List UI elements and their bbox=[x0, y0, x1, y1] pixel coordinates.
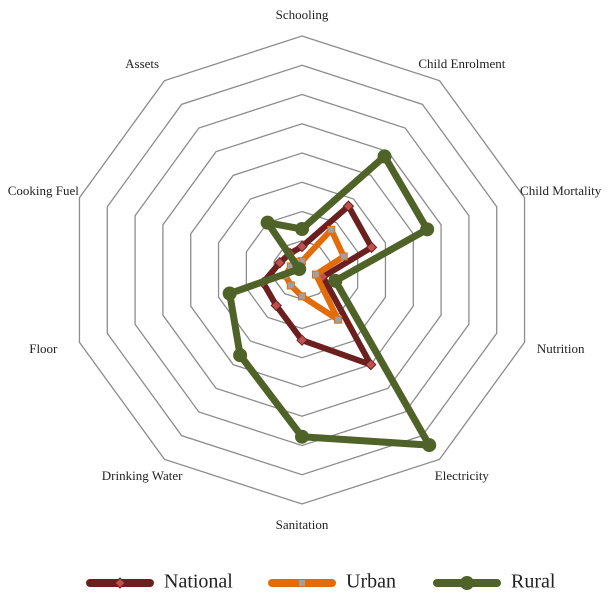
grid-ring bbox=[78, 35, 526, 505]
axis-label: Child Enrolment bbox=[418, 55, 506, 71]
axis-label: Drinking Water bbox=[101, 468, 183, 484]
marker bbox=[339, 252, 348, 261]
marker bbox=[296, 334, 308, 346]
marker bbox=[422, 438, 437, 453]
marker bbox=[286, 281, 295, 290]
axis-label: Sanitation bbox=[275, 517, 329, 532]
marker bbox=[328, 273, 343, 288]
marker bbox=[233, 348, 248, 363]
marker bbox=[327, 225, 336, 234]
axis-label: Nutrition bbox=[536, 340, 585, 356]
grid-ring bbox=[106, 64, 498, 476]
axis-label: Child Mortality bbox=[520, 183, 602, 199]
axis-label: Electricity bbox=[434, 468, 489, 484]
marker bbox=[420, 222, 435, 237]
grid-ring bbox=[217, 181, 387, 359]
marker bbox=[298, 292, 306, 301]
marker bbox=[460, 576, 474, 590]
marker bbox=[365, 241, 378, 254]
marker bbox=[222, 286, 237, 301]
legend-label: Rural bbox=[511, 571, 556, 593]
grid-ring bbox=[134, 93, 470, 447]
legend-label: National bbox=[164, 571, 233, 593]
grid-ring bbox=[162, 123, 442, 417]
marker bbox=[311, 270, 320, 279]
legend-label: Urban bbox=[346, 571, 396, 593]
axis-label: Cooking Fuel bbox=[7, 183, 79, 199]
marker bbox=[270, 299, 282, 312]
marker bbox=[114, 577, 126, 589]
axis-label: Floor bbox=[29, 340, 58, 356]
axis-label: Schooling bbox=[275, 7, 329, 22]
marker bbox=[342, 200, 355, 212]
marker bbox=[295, 222, 309, 237]
marker bbox=[365, 358, 377, 371]
axis-label: Assets bbox=[125, 55, 160, 71]
marker bbox=[295, 429, 309, 444]
marker bbox=[296, 240, 308, 253]
grid-ring bbox=[190, 152, 414, 388]
marker bbox=[274, 257, 286, 269]
marker bbox=[334, 315, 343, 324]
grid-ring bbox=[245, 210, 359, 330]
marker bbox=[292, 262, 307, 277]
marker bbox=[377, 149, 392, 164]
marker bbox=[298, 579, 306, 587]
marker bbox=[260, 215, 275, 230]
